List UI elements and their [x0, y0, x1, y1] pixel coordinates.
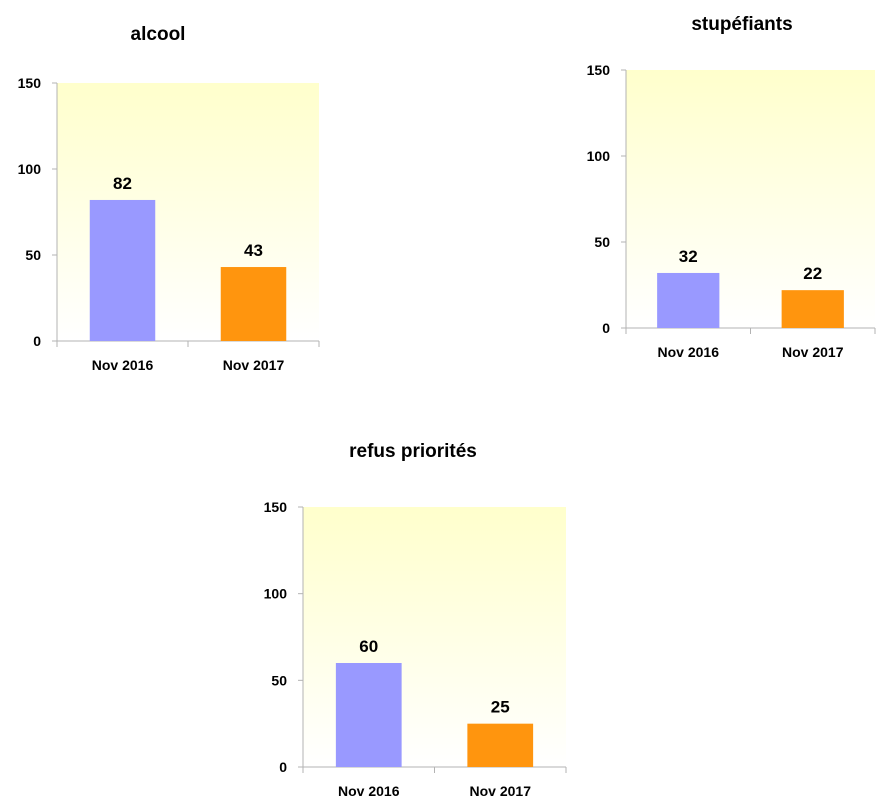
y-tick-label: 0 [33, 333, 41, 349]
bar [657, 272, 720, 328]
y-tick-label: 0 [279, 759, 287, 775]
bar [467, 723, 534, 767]
x-tick-label: Nov 2017 [470, 783, 532, 799]
y-tick-label: 50 [25, 247, 41, 263]
data-label: 60 [359, 637, 378, 656]
y-tick-label: 100 [587, 148, 611, 164]
chart-title: stupéfiants [691, 14, 792, 35]
plot-area: 0 50 100 150 32 Nov 2016 22 Nov 2017 [587, 62, 876, 360]
x-tick-label: Nov 2017 [782, 344, 844, 360]
x-tick-label: Nov 2016 [658, 344, 720, 360]
data-label: 32 [679, 247, 698, 266]
chart-stupefiants: stupéfiants 0 50 100 150 32 Nov 2016 22 Nov 201… [587, 14, 876, 360]
y-tick-label: 100 [18, 161, 42, 177]
bar [781, 290, 844, 328]
y-tick-label: 50 [594, 234, 610, 250]
y-tick-label: 150 [587, 62, 611, 78]
plot-area: 0 50 100 150 82 Nov 2016 43 Nov 2017 [18, 75, 320, 373]
x-tick-label: Nov 2016 [338, 783, 400, 799]
y-tick-label: 150 [18, 75, 42, 91]
data-label: 43 [244, 241, 263, 260]
bar [335, 663, 402, 767]
plot-area: 0 50 100 150 60 Nov 2016 25 Nov 2017 [264, 499, 567, 799]
y-tick-label: 100 [264, 586, 288, 602]
data-label: 22 [803, 264, 822, 283]
data-label: 82 [113, 174, 132, 193]
chart-title: alcool [131, 24, 186, 45]
bar [89, 199, 156, 341]
y-tick-label: 0 [602, 320, 610, 336]
chart-refus-priorites: refus priorités 0 50 100 150 60 Nov 2016 25 Nov… [264, 441, 567, 799]
chart-alcool: alcool 0 50 100 150 82 Nov 2016 43 Nov 2017 [18, 24, 320, 373]
x-tick-label: Nov 2017 [223, 357, 285, 373]
data-label: 25 [491, 698, 510, 717]
x-tick-label: Nov 2016 [92, 357, 154, 373]
bar [220, 267, 287, 341]
y-tick-label: 50 [271, 672, 287, 688]
chart-title: refus priorités [349, 441, 477, 462]
y-tick-label: 150 [264, 499, 288, 515]
